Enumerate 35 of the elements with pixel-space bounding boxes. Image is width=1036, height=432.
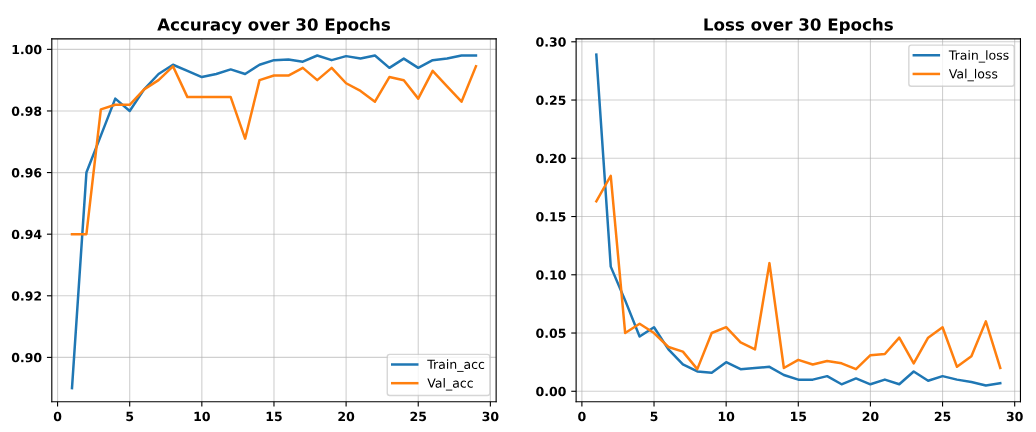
y-tick-label: 0.15	[536, 212, 566, 222]
line-series	[70, 65, 478, 236]
y-tick-label: 0.94	[11, 229, 42, 240]
x-tick-label: 25	[410, 411, 427, 422]
legend-label: Train_loss	[948, 50, 1009, 63]
y-tick-label: 0.92	[11, 291, 41, 301]
x-tick-label: 25	[934, 411, 951, 422]
x-tick-label: 0	[578, 411, 586, 422]
y-tick-label: 0.00	[536, 386, 566, 397]
x-tick-label: 20	[862, 411, 879, 422]
x-tick-label: 5	[126, 411, 134, 422]
x-tick-label: 15	[266, 411, 282, 422]
y-tick-label: 1.00	[12, 44, 42, 55]
x-tick-label: 20	[338, 411, 355, 422]
y-tick-label: 0.05	[536, 328, 566, 338]
chart-title: Accuracy over 30 Epochs	[157, 17, 390, 35]
x-tick-label: 15	[791, 411, 807, 422]
legend-label: Train_acc	[427, 359, 485, 372]
legend-label: Val_loss	[948, 68, 998, 82]
x-tick-label: 0	[53, 411, 62, 422]
y-tick-label: 0.30	[536, 37, 566, 47]
x-tick-label: 5	[650, 411, 658, 422]
line-series	[595, 174, 1002, 371]
chart-title: Loss over 30 Epochs	[704, 17, 893, 35]
y-tick-label: 0.25	[536, 95, 566, 105]
y-tick-label: 0.96	[11, 168, 42, 178]
y-tick-label: 0.10	[536, 270, 566, 280]
x-tick-label: 30	[1006, 411, 1023, 422]
x-tick-label: 10	[718, 411, 735, 422]
y-tick-label: 0.98	[11, 106, 42, 116]
legend-label: Val_acc	[427, 378, 473, 391]
x-tick-label: 30	[482, 411, 499, 422]
y-tick-label: 0.90	[11, 352, 42, 363]
y-tick-label: 0.20	[536, 153, 566, 164]
x-tick-label: 10	[194, 411, 210, 422]
